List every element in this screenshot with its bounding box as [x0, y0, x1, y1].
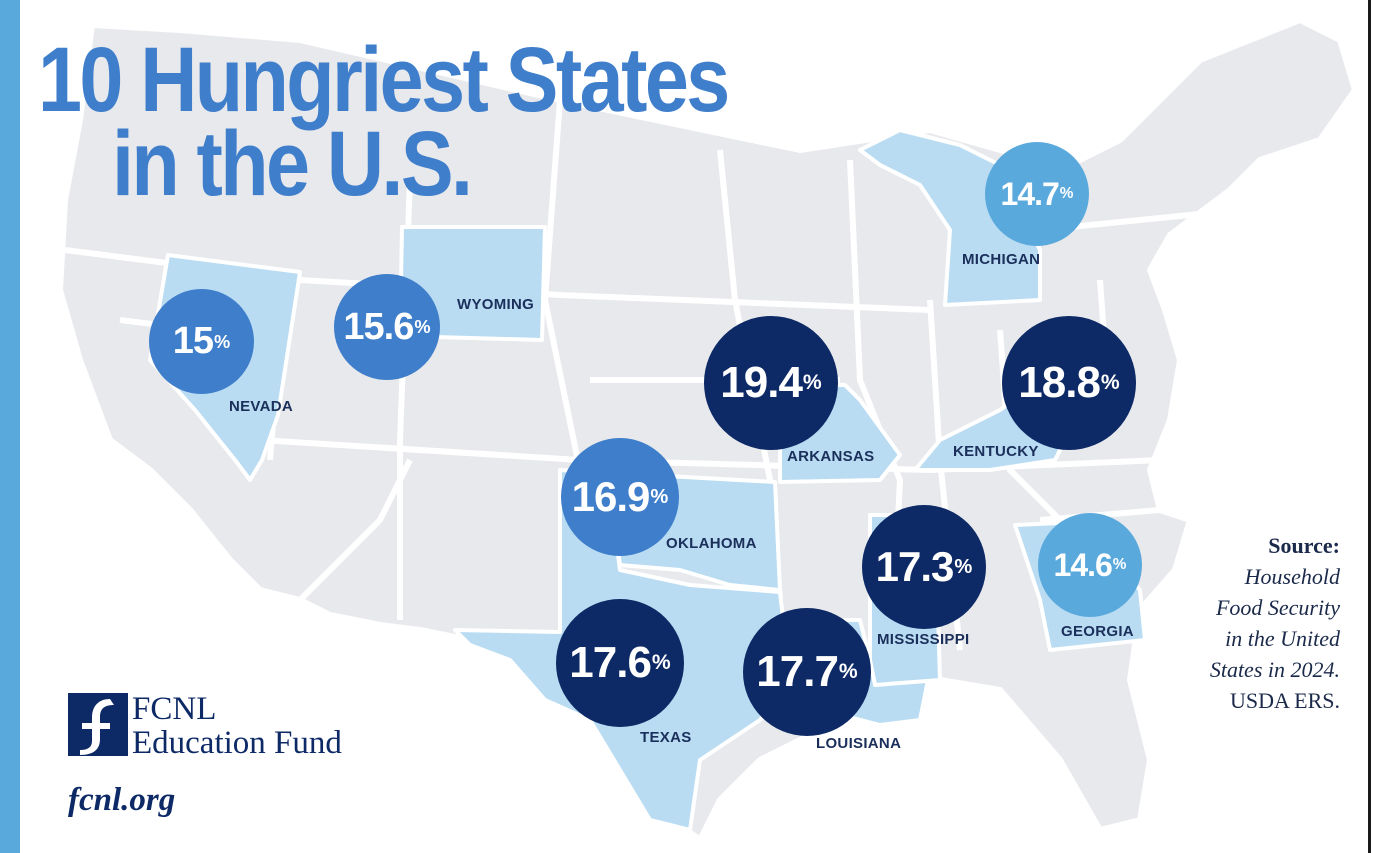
value-georgia: 14.6	[1053, 546, 1113, 583]
bubble-louisiana: 17.7%	[743, 608, 871, 736]
title-line-1: 10 Hungriest States	[38, 29, 730, 131]
unit-kentucky: %	[1100, 371, 1120, 394]
label-mississippi: MISSISSIPPI	[877, 631, 970, 648]
label-wyoming: WYOMING	[457, 296, 535, 313]
bubble-texas: 17.6%	[556, 599, 684, 727]
unit-michigan: %	[1059, 185, 1074, 202]
unit-louisiana: %	[838, 660, 858, 683]
org-name: FCNL Education Fund	[132, 692, 342, 760]
value-kentucky: 18.8	[1018, 358, 1101, 407]
value-nevada: 15	[172, 320, 214, 362]
bubble-michigan: 14.7%	[985, 142, 1089, 246]
unit-wyoming: %	[414, 316, 431, 337]
bubble-georgia: 14.6%	[1038, 513, 1142, 617]
label-arkansas: ARKANSAS	[787, 448, 875, 465]
label-nevada: NEVADA	[229, 398, 294, 415]
value-arkansas: 19.4	[720, 358, 803, 407]
label-oklahoma: OKLAHOMA	[666, 535, 757, 552]
label-kentucky: KENTUCKY	[953, 443, 1039, 460]
value-louisiana: 17.7	[756, 647, 839, 696]
unit-texas: %	[651, 651, 671, 674]
org-line-2: Education Fund	[132, 725, 342, 761]
bubble-wyoming: 15.6%	[334, 274, 440, 380]
value-michigan: 14.7	[1000, 175, 1060, 212]
source-note: Source: Household Food Security in the U…	[1210, 530, 1340, 716]
bubble-nevada: 15%	[149, 289, 254, 394]
bubble-mississippi: 17.3%	[862, 505, 986, 629]
value-mississippi: 17.3	[875, 543, 955, 590]
source-line-2: Food Security	[1215, 595, 1340, 620]
source-heading: Source:	[1268, 533, 1340, 558]
value-oklahoma: 16.9	[571, 473, 651, 520]
unit-georgia: %	[1112, 556, 1127, 573]
title-line-2: in the U.S.	[111, 113, 473, 215]
unit-oklahoma: %	[650, 485, 669, 508]
label-michigan: MICHIGAN	[962, 251, 1041, 268]
label-texas: TEXAS	[640, 729, 692, 746]
unit-nevada: %	[214, 330, 231, 352]
source-line-4: States in 2024.	[1209, 657, 1340, 682]
org-line-1: FCNL	[132, 691, 217, 727]
value-wyoming: 15.6	[343, 305, 414, 348]
website-link[interactable]: fcnl.org	[68, 782, 176, 818]
bubble-oklahoma: 16.9%	[561, 438, 679, 556]
page-title: 10 Hungriest States in the U.S.	[38, 34, 730, 215]
label-georgia: GEORGIA	[1061, 623, 1134, 640]
right-edge-line	[1368, 0, 1371, 853]
source-line-3: in the United	[1225, 626, 1340, 651]
source-line-1: Household	[1244, 564, 1340, 589]
source-org: USDA ERS.	[1229, 688, 1340, 713]
unit-arkansas: %	[802, 371, 822, 394]
bubble-arkansas: 19.4%	[704, 316, 838, 450]
label-louisiana: LOUISIANA	[816, 735, 902, 752]
unit-mississippi: %	[954, 555, 973, 578]
value-texas: 17.6	[569, 638, 652, 687]
fcnl-logo-icon	[68, 693, 128, 756]
left-accent-bar	[0, 0, 20, 853]
bubble-kentucky: 18.8%	[1002, 316, 1136, 450]
